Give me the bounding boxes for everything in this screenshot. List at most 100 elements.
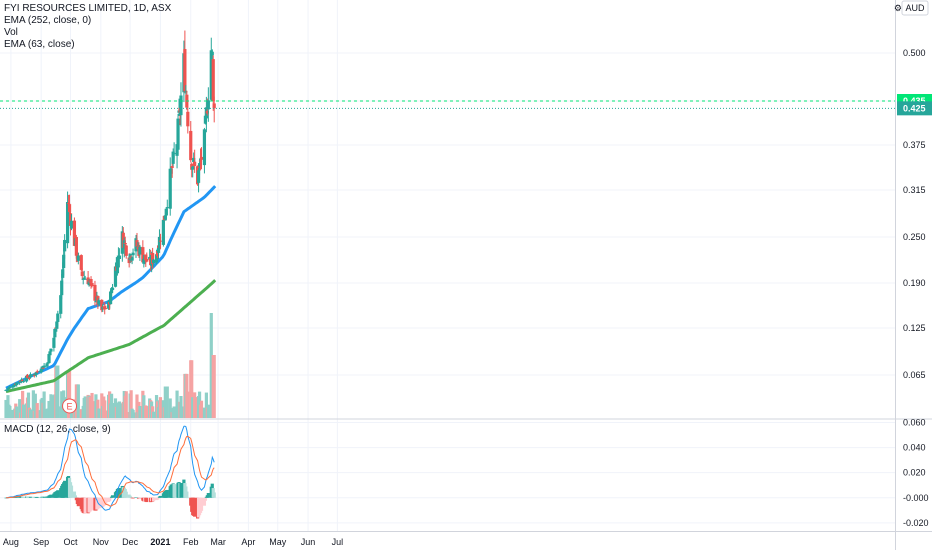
candle-body xyxy=(47,354,51,364)
volume-bar xyxy=(18,399,22,418)
volume-bar xyxy=(67,370,72,418)
last-price-badge-text: 0.425 xyxy=(903,103,926,113)
candle-body xyxy=(18,381,22,383)
candle-body xyxy=(21,381,26,383)
candle-body xyxy=(76,255,80,261)
macd-histogram-bar xyxy=(108,497,112,501)
previous-close-badge-text: 0.435 xyxy=(903,96,926,106)
price-tick-label: 0.250 xyxy=(903,232,926,242)
candle-body xyxy=(13,384,17,387)
ema-63-line xyxy=(5,185,217,390)
volume-bar xyxy=(8,405,12,418)
candle-body xyxy=(24,375,29,382)
volume-bar xyxy=(190,360,194,418)
volume-bar xyxy=(21,390,25,418)
macd-histogram-bar xyxy=(203,497,208,501)
macd-histogram-bar xyxy=(202,497,207,506)
macd-histogram-bar xyxy=(124,491,128,498)
candle-body xyxy=(135,240,139,247)
volume-bar xyxy=(76,384,80,418)
candle-body xyxy=(39,370,43,372)
candle-body xyxy=(32,374,36,376)
candle-body xyxy=(123,242,127,244)
volume-bar xyxy=(90,392,94,418)
candle-body xyxy=(175,144,179,156)
currency-label: AUD xyxy=(905,3,925,13)
macd-tick-label: -0.000 xyxy=(903,493,929,503)
volume-bar xyxy=(56,365,60,418)
volume-bar xyxy=(31,390,35,418)
signal-line xyxy=(6,435,215,507)
price-tick-label: 0.500 xyxy=(903,48,926,58)
volume-bar xyxy=(193,392,197,418)
candle-body xyxy=(56,313,60,322)
candle-body xyxy=(197,163,202,167)
candle-body xyxy=(80,271,84,277)
candle-body xyxy=(53,328,57,338)
volume-bar xyxy=(33,393,37,418)
macd-histogram-bar xyxy=(155,497,160,500)
candle-body xyxy=(104,307,108,309)
volume-bar xyxy=(138,406,142,418)
candle-body xyxy=(7,387,11,389)
price-tick-label: 0.065 xyxy=(903,370,926,380)
last-price-badge xyxy=(897,101,932,116)
volume-bar xyxy=(204,392,208,418)
candle-body xyxy=(212,103,216,109)
candle-body xyxy=(41,367,45,369)
volume-bar xyxy=(129,390,133,418)
candle-body xyxy=(145,258,149,262)
volume-bar xyxy=(179,396,183,418)
candle-body xyxy=(97,300,101,305)
candle-body xyxy=(79,255,83,270)
candle-body xyxy=(161,219,165,245)
volume-bar xyxy=(21,404,26,418)
macd-tick-label: 0.020 xyxy=(903,468,926,478)
candle-body xyxy=(176,118,180,150)
macd-histogram-bar xyxy=(165,489,169,498)
volume-bar xyxy=(158,397,163,418)
candle-body xyxy=(184,91,188,93)
candle-body xyxy=(211,59,215,101)
candle-body xyxy=(15,382,19,386)
candle-body xyxy=(60,280,64,296)
candle-body xyxy=(82,277,86,279)
macd-histogram-bar xyxy=(156,497,161,499)
earnings-label: E xyxy=(67,402,73,412)
candle-body xyxy=(189,130,193,161)
candle-body xyxy=(179,95,183,116)
candle-body xyxy=(193,161,197,167)
candle-body xyxy=(25,375,30,378)
candle-body xyxy=(90,282,94,287)
candle-body xyxy=(68,213,73,226)
candle-body xyxy=(191,166,195,170)
time-tick-label: Oct xyxy=(64,537,79,547)
candle-body xyxy=(168,168,172,209)
candle-body xyxy=(21,380,25,382)
volume-bar xyxy=(186,391,190,418)
volume-bar xyxy=(145,406,149,418)
currency-box xyxy=(901,0,929,16)
candle-body xyxy=(155,250,160,257)
candle-body xyxy=(131,252,135,256)
candle-body xyxy=(34,372,38,375)
candle-body xyxy=(190,163,194,170)
candle-body xyxy=(202,129,207,166)
macd-histogram-bar xyxy=(21,496,26,498)
macd-tick-label: -0.020 xyxy=(903,518,929,528)
candle-body xyxy=(52,337,56,348)
legend-ema-252: EMA (252, close, 0) xyxy=(4,15,92,26)
volume-bar xyxy=(206,404,210,418)
candle-body xyxy=(156,247,161,253)
macd-histogram-bar xyxy=(185,491,189,498)
macd-histogram-bar xyxy=(193,497,197,517)
volume-bar xyxy=(131,409,135,418)
candle-body xyxy=(172,153,176,155)
candle-body xyxy=(154,254,159,263)
candlesticks: E xyxy=(4,30,216,414)
macd-histogram-bar xyxy=(129,497,133,498)
candle-body xyxy=(65,202,70,244)
